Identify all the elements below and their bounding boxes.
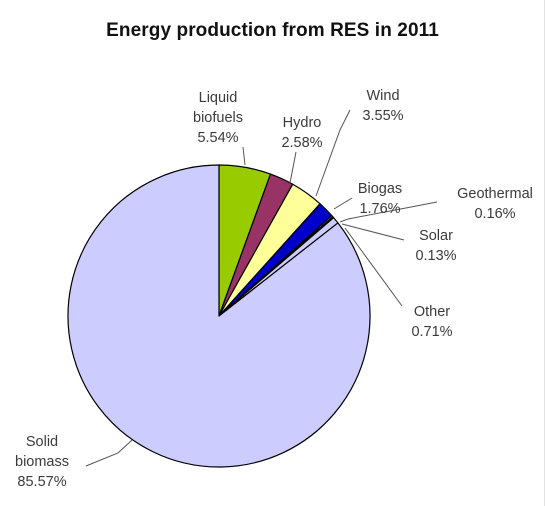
slice-label-hydro: Hydro 2.58%	[281, 115, 322, 151]
slice-label-liquid-biofuels: Liquid biofuels 5.54%	[193, 90, 243, 146]
slice-label-geothermal: Geothermal 0.16%	[457, 186, 533, 222]
pie-slice-solid-biomass	[67, 164, 371, 468]
leader-line-geothermal	[339, 201, 438, 223]
slice-label-solid-biomass: Solid biomass 85.57%	[15, 434, 69, 490]
chart-title: Energy production from RES in 2011	[106, 20, 439, 41]
leader-line-biogas	[333, 197, 353, 210]
leader-line-wind	[315, 109, 351, 197]
slice-label-biogas: Biogas 1.76%	[358, 181, 402, 217]
leader-line-hydro	[289, 151, 297, 184]
leader-line-solid-biomass	[85, 439, 133, 467]
leader-line-liquid-biofuels	[242, 146, 246, 166]
slice-label-wind: Wind 3.55%	[362, 88, 403, 124]
leader-line-solar	[341, 223, 405, 241]
slice-label-solar: Solar 0.13%	[415, 228, 456, 264]
slice-label-other: Other 0.71%	[411, 304, 452, 340]
leader-line-other	[344, 227, 403, 307]
